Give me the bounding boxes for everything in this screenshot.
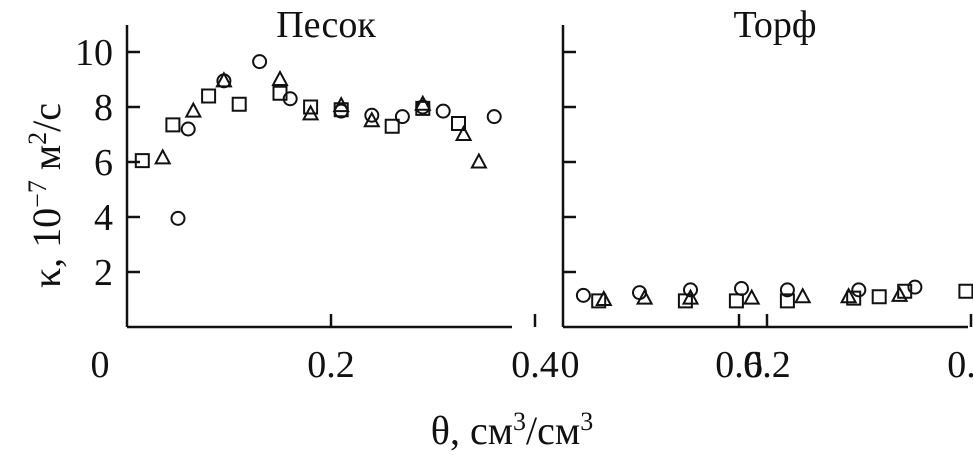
- y-label-part-2: м: [24, 145, 69, 180]
- x-tick-label: 0.4: [947, 344, 973, 386]
- point-square: [846, 290, 862, 306]
- point-square: [231, 96, 247, 112]
- point-triangle: [363, 111, 381, 128]
- point-square: [134, 153, 150, 169]
- x-label-exp-1: 3: [513, 407, 526, 436]
- y-axis-label: κ, 10−7 м2/с: [23, 103, 70, 288]
- panel-peat: Торф 0 0.2 0.4 0.6: [561, 4, 973, 386]
- x-tick-label: 0.6: [715, 344, 763, 386]
- point-circle: [575, 287, 591, 303]
- x-tick-label: 0.4: [511, 344, 559, 386]
- point-triangle: [743, 288, 761, 305]
- x-tick-label: 0: [561, 344, 580, 386]
- markers-peat: [575, 279, 973, 309]
- y-tick-label: 2: [94, 252, 113, 294]
- point-triangle: [681, 288, 700, 305]
- point-circle: [683, 282, 698, 298]
- x-label-part-1: θ, см: [431, 408, 513, 453]
- ticks-sand: 0 0.2 0.4 0.6 2 4 6 8 10: [75, 32, 763, 386]
- point-square: [451, 116, 466, 131]
- point-triangle: [635, 288, 654, 305]
- y-label-exp-2: 2: [23, 132, 52, 145]
- point-triangle: [595, 289, 613, 306]
- point-circle: [252, 54, 268, 70]
- x-label-exp-2: 3: [580, 407, 593, 436]
- point-circle: [486, 109, 502, 125]
- panel-title-sand: Песок: [276, 4, 376, 46]
- point-square: [779, 293, 795, 309]
- y-label-exp-1: −7: [23, 180, 52, 208]
- point-triangle: [454, 124, 473, 141]
- point-square: [871, 289, 887, 305]
- point-triangle: [332, 96, 350, 113]
- y-label-part-1: κ, 10: [24, 208, 69, 288]
- point-triangle: [470, 152, 488, 169]
- y-label-part-3: /с: [24, 103, 69, 132]
- y-tick-label: 6: [94, 142, 113, 184]
- x-tick-label: 0.2: [743, 344, 791, 386]
- point-circle: [364, 107, 380, 123]
- point-triangle: [301, 104, 320, 121]
- point-circle: [180, 121, 196, 137]
- point-square: [272, 85, 288, 101]
- x-tick-label: 0.2: [307, 344, 355, 386]
- point-circle: [907, 279, 923, 295]
- point-square: [728, 293, 744, 309]
- point-circle: [435, 103, 451, 119]
- point-triangle: [839, 287, 858, 304]
- x-tick-label: 0: [91, 344, 110, 386]
- point-circle: [779, 282, 795, 298]
- point-triangle: [184, 101, 202, 118]
- point-square: [958, 283, 973, 299]
- y-tick-label: 10: [75, 32, 113, 74]
- point-triangle: [154, 148, 172, 165]
- point-square: [165, 117, 181, 133]
- panel-sand: Песок 0 0.2 0.4 0.6 2 4 6 8 10: [75, 4, 763, 386]
- point-square: [303, 99, 319, 115]
- point-triangle: [794, 287, 812, 304]
- point-triangle: [414, 94, 432, 111]
- y-tick-label: 4: [94, 197, 113, 239]
- markers-sand: [134, 54, 502, 226]
- point-square: [591, 293, 607, 309]
- x-label-part-2: /см: [526, 408, 580, 453]
- panel-title-peat: Торф: [734, 4, 817, 46]
- ticks-peat: 0 0.2 0.4 0.6: [561, 50, 973, 386]
- point-triangle: [890, 285, 909, 302]
- point-square: [384, 118, 400, 134]
- y-tick-label: 8: [94, 87, 113, 129]
- point-square: [201, 88, 217, 104]
- point-square: [677, 293, 693, 309]
- point-circle: [851, 282, 867, 298]
- point-circle: [734, 281, 749, 296]
- point-triangle: [215, 71, 233, 88]
- point-circle: [170, 210, 186, 226]
- x-axis-label: θ, см3/см3: [431, 407, 593, 454]
- point-triangle: [271, 69, 289, 86]
- point-circle: [394, 109, 410, 125]
